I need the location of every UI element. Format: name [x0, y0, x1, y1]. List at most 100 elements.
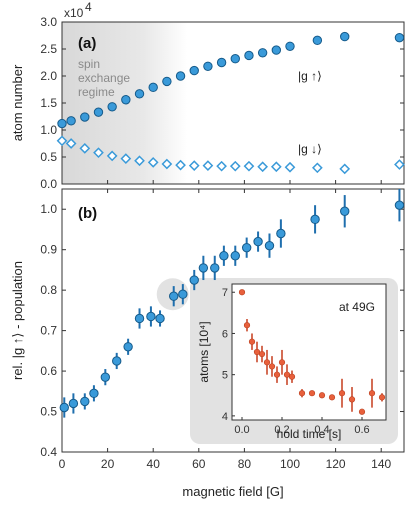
panel-b-xtick-label: 40	[147, 457, 161, 471]
g-down-point	[229, 160, 241, 172]
inset-point	[338, 390, 346, 397]
population-point	[198, 263, 209, 273]
panel-a-ylabel: atom number	[10, 64, 25, 141]
panel-b-xtick-label: 80	[238, 457, 252, 471]
population-point	[264, 240, 275, 251]
population-point	[219, 251, 229, 261]
g-down-point	[120, 153, 132, 164]
panel-b-xtick-label: 60	[192, 457, 206, 471]
panel-a-ytick-label: 3.0	[40, 15, 57, 29]
inset-ytick-label: 7	[222, 287, 228, 299]
population-point	[394, 200, 405, 210]
population-point	[155, 313, 165, 324]
inset-point	[278, 359, 286, 366]
g-up-series-label: |g ↑⟩	[298, 69, 322, 83]
inset-xtick-label: 0.6	[354, 424, 369, 436]
panel-b-ylabel: rel. |g ↑⟩ - population	[10, 261, 25, 380]
g-down-point	[79, 142, 91, 154]
g-down-series-label: |g ↓⟩	[298, 142, 322, 156]
g-down-point	[147, 157, 159, 168]
g-down-point	[339, 163, 351, 175]
inset-point	[263, 359, 271, 366]
population-point	[241, 242, 252, 253]
population-point	[89, 388, 99, 399]
g-up-point	[57, 118, 67, 129]
inset-xlabel: hold time [s]	[277, 427, 342, 441]
g-up-point	[121, 95, 131, 105]
shaded-region-label: spin	[78, 57, 100, 71]
g-up-point	[312, 35, 323, 46]
population-point	[169, 291, 179, 301]
inset-ylabel: atoms [10⁴]	[197, 321, 211, 382]
g-down-point	[106, 150, 118, 162]
inset-ytick-label: 5	[222, 370, 228, 382]
g-up-point	[93, 107, 104, 117]
g-up-point	[148, 82, 158, 93]
inset-point	[268, 363, 276, 370]
panel-a-ytick-label: 2.0	[40, 69, 57, 83]
g-up-point	[66, 116, 76, 126]
g-down-point	[202, 160, 214, 172]
inset-point	[258, 350, 266, 358]
g-up-point	[203, 61, 213, 71]
inset-point	[243, 322, 251, 329]
inset-point	[318, 392, 326, 399]
g-up-point	[175, 71, 186, 81]
panel-a-multiplier: x10	[64, 6, 84, 20]
inset-point	[273, 371, 281, 378]
population-point	[210, 263, 220, 273]
g-down-point	[270, 161, 282, 173]
g-up-point	[162, 76, 172, 87]
population-point	[276, 228, 286, 239]
population-point	[340, 206, 350, 216]
g-down-point	[161, 158, 173, 170]
g-up-point	[80, 112, 90, 122]
panel-b-xtick-label: 140	[371, 457, 391, 471]
g-down-point	[216, 160, 227, 172]
inset-point	[308, 390, 316, 397]
inset-xtick-label: 0.2	[274, 424, 289, 436]
g-up-point	[271, 45, 282, 55]
inset-point	[348, 396, 356, 403]
population-point	[189, 275, 199, 285]
inset-point	[368, 390, 376, 397]
panel-b-ytick-label: 0.8	[40, 283, 57, 297]
inset-point	[298, 390, 306, 397]
g-down-point	[311, 162, 323, 174]
population-point	[253, 236, 263, 247]
population-point	[112, 356, 122, 366]
inset-xtick-label: 0.4	[314, 424, 329, 436]
g-up-point	[394, 32, 405, 43]
population-point	[123, 342, 133, 352]
panel-b-ytick-label: 0.7	[40, 324, 57, 338]
g-down-point	[188, 160, 200, 172]
panel-b-ytick-label: 0.9	[40, 243, 57, 257]
g-up-point	[244, 50, 254, 61]
panel-b-label: (b)	[78, 205, 97, 222]
panel-a-label: (a)	[78, 35, 96, 52]
g-up-point	[134, 89, 145, 99]
population-point	[178, 289, 188, 299]
g-down-point	[394, 159, 405, 170]
g-up-point	[285, 41, 295, 51]
shaded-region-label: exchange	[78, 71, 130, 85]
inset-ytick-label: 6	[222, 328, 228, 340]
panel-a-ytick-label: 0.0	[40, 177, 57, 191]
population-point	[59, 402, 69, 413]
inset-point	[328, 394, 336, 401]
population-point	[146, 311, 156, 322]
g-up-point	[189, 65, 199, 76]
panel-a-ytick-label: 1.5	[40, 96, 57, 110]
g-down-point	[65, 138, 77, 149]
g-down-point	[257, 161, 269, 173]
population-point	[68, 398, 79, 409]
panel-b-xtick-label: 100	[280, 457, 300, 471]
panel-b-ytick-label: 0.6	[40, 364, 57, 378]
panel-a-multiplier-exp: 4	[85, 0, 92, 14]
population-point	[80, 396, 90, 407]
g-up-point	[340, 31, 350, 42]
g-up-point	[230, 54, 240, 64]
panel-b-xlabel: magnetic field [G]	[182, 484, 283, 499]
g-down-point	[175, 159, 186, 171]
inset-point	[238, 289, 246, 296]
